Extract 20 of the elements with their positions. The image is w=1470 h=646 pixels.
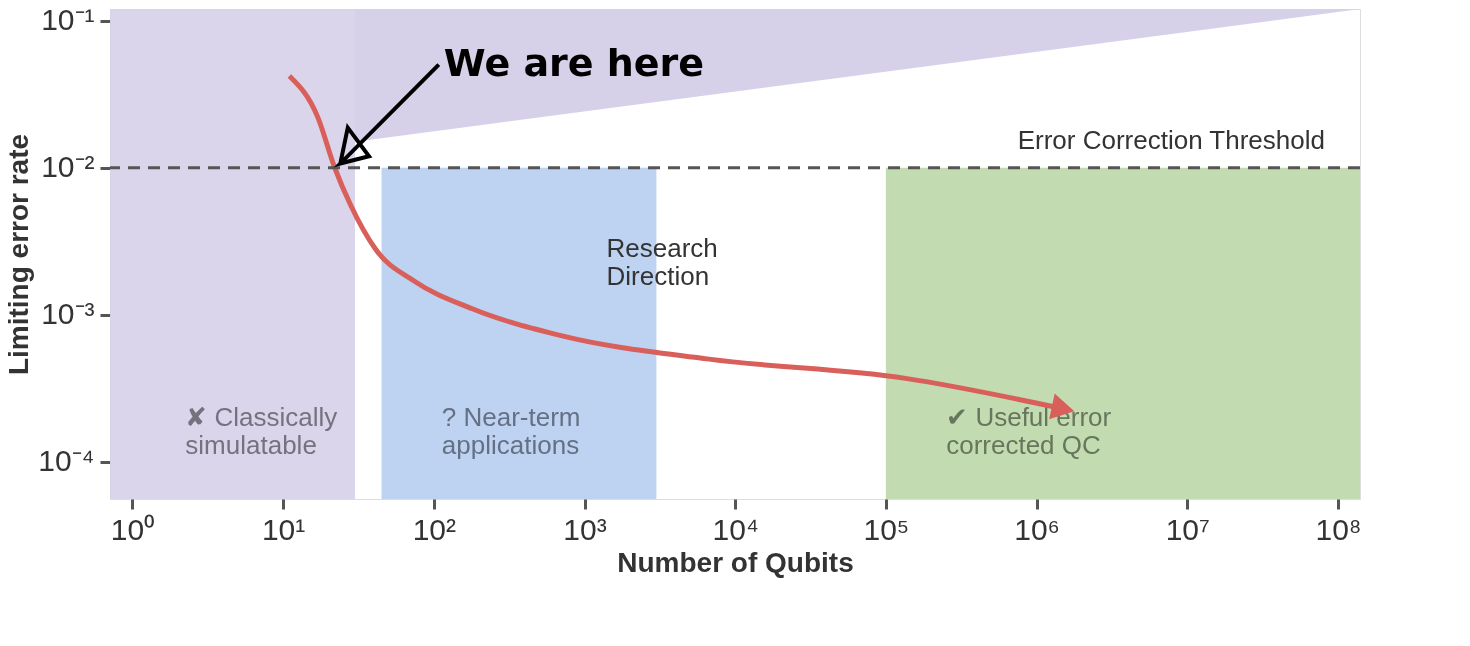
y-tick-label: 10⁻¹: [41, 3, 95, 37]
x-tick-label: 10³: [563, 512, 607, 546]
x-tick-label: 10¹: [261, 512, 306, 546]
annotation: We are here: [443, 40, 705, 85]
y-tick-label: 10⁻⁴: [38, 444, 95, 478]
x-tick-label: 10⁸: [1315, 512, 1362, 546]
band-label: ? Near-term applications: [441, 402, 581, 461]
y-axis-title: Limiting error rate: [3, 133, 35, 376]
x-tick-label: 10⁵: [863, 512, 910, 546]
band-label: ✘ Classically simulatable: [185, 402, 338, 461]
x-tick-label: 10⁶: [1014, 512, 1060, 546]
x-tick-label: 10⁰: [110, 512, 156, 546]
x-tick-label: 10⁴: [712, 512, 759, 546]
x-tick-label: 10²: [412, 512, 456, 546]
x-axis-title: Number of Qubits: [617, 546, 854, 578]
ref-line-label: Error Correction Threshold: [1017, 124, 1325, 155]
y-tick-label: 10⁻²: [41, 150, 95, 184]
y-tick-label: 10⁻³: [41, 297, 95, 331]
annotation: Research Direction: [606, 233, 718, 292]
x-tick-label: 10⁷: [1165, 512, 1210, 546]
